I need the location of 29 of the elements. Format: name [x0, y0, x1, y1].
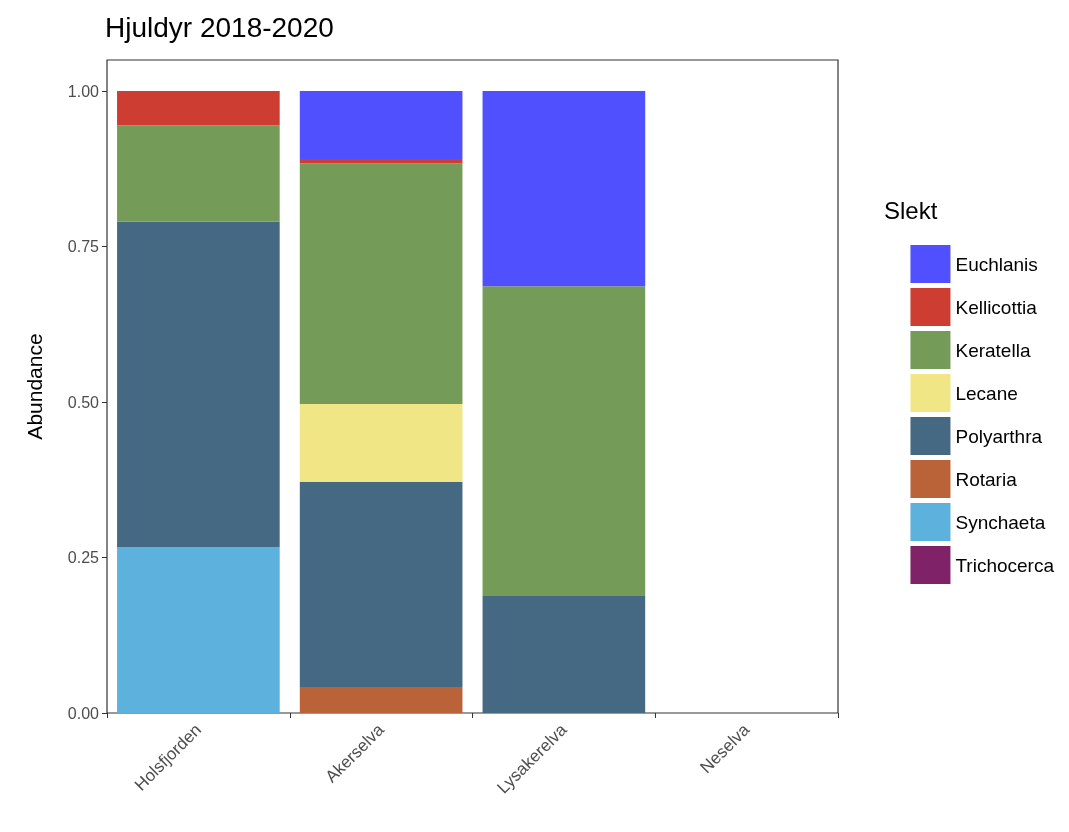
legend-label: Keratella: [955, 339, 1031, 361]
bar: [299, 158, 463, 164]
legend-label: Euchlanis: [955, 253, 1038, 275]
y-axis-title: Abundance: [23, 333, 46, 440]
bar: [299, 481, 463, 687]
legend-label: Rotaria: [955, 468, 1018, 490]
bar: [299, 163, 463, 404]
y-tick-label: 0.25: [67, 549, 100, 567]
bar: [117, 546, 280, 713]
y-tick-label: 0.50: [67, 393, 100, 411]
bar: [482, 91, 646, 287]
y-tick-label: 0.00: [67, 704, 100, 722]
bar: [299, 403, 463, 482]
legend-label: Trichocerca: [955, 554, 1055, 576]
chart-title: Hjuldyr 2018-2020: [105, 11, 334, 43]
legend-title: Slekt: [884, 196, 938, 224]
legend-label: Polyarthra: [955, 425, 1043, 447]
bar: [117, 221, 280, 547]
bar: [482, 286, 646, 597]
y-tick-label: 0.75: [67, 238, 100, 256]
legend-label: Synchaeta: [955, 511, 1046, 533]
bar: [117, 125, 280, 222]
bar: [299, 686, 463, 713]
y-tick-label: 1.00: [67, 82, 100, 100]
bar: [117, 91, 280, 126]
legend-label: Kellicottia: [955, 296, 1038, 318]
legend-label: Lecane: [955, 382, 1018, 404]
bar: [482, 596, 646, 713]
bar: [299, 91, 463, 159]
